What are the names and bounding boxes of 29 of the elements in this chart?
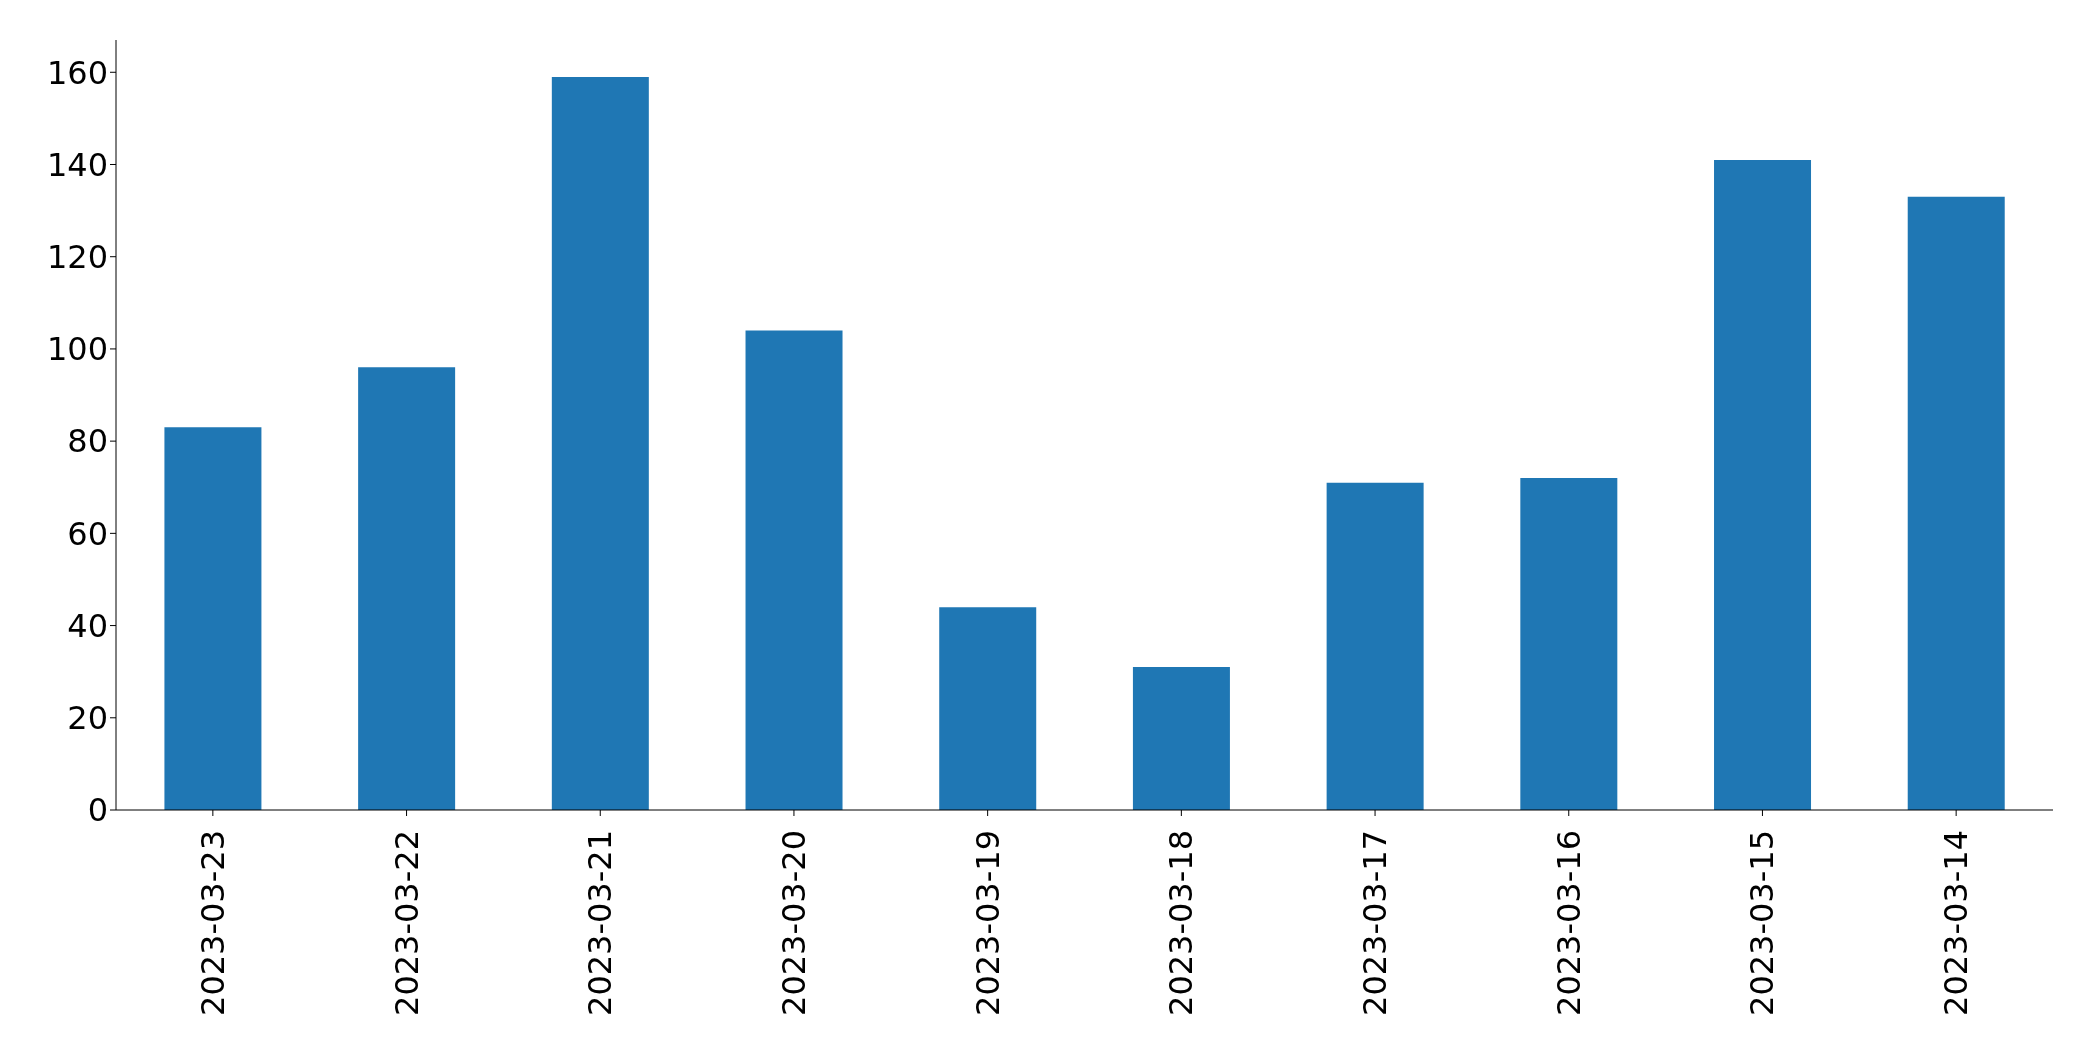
bar <box>164 427 262 810</box>
x-tick-label: 2023-03-16 <box>1549 830 1588 1016</box>
y-tick-label: 100 <box>46 330 108 369</box>
bar <box>358 367 456 810</box>
y-tick-label: 40 <box>67 606 108 645</box>
x-tick-label: 2023-03-15 <box>1743 830 1782 1016</box>
x-tick-label: 2023-03-23 <box>193 830 232 1016</box>
y-tick-label: 60 <box>67 514 108 553</box>
x-tick-label: 2023-03-22 <box>387 830 426 1016</box>
x-tick-label: 2023-03-19 <box>968 830 1007 1016</box>
bar <box>1132 667 1230 810</box>
y-tick-label: 120 <box>46 238 108 277</box>
bar <box>745 330 843 810</box>
x-tick-label: 2023-03-17 <box>1356 830 1395 1016</box>
x-tick-label: 2023-03-20 <box>774 830 813 1016</box>
bar <box>939 607 1037 810</box>
y-tick-label: 160 <box>46 53 108 92</box>
y-tick-label: 0 <box>87 791 108 830</box>
y-tick-label: 80 <box>67 422 108 461</box>
y-tick-label: 140 <box>46 145 108 184</box>
x-tick-label: 2023-03-21 <box>581 830 620 1016</box>
y-tick-label: 20 <box>67 699 108 738</box>
x-tick-label: 2023-03-18 <box>1162 830 1201 1016</box>
bar <box>1326 482 1424 810</box>
bar <box>1907 196 2005 810</box>
bar <box>1520 478 1618 810</box>
x-tick-label: 2023-03-14 <box>1937 830 1976 1016</box>
bar <box>551 76 649 810</box>
bar <box>1714 159 1812 810</box>
